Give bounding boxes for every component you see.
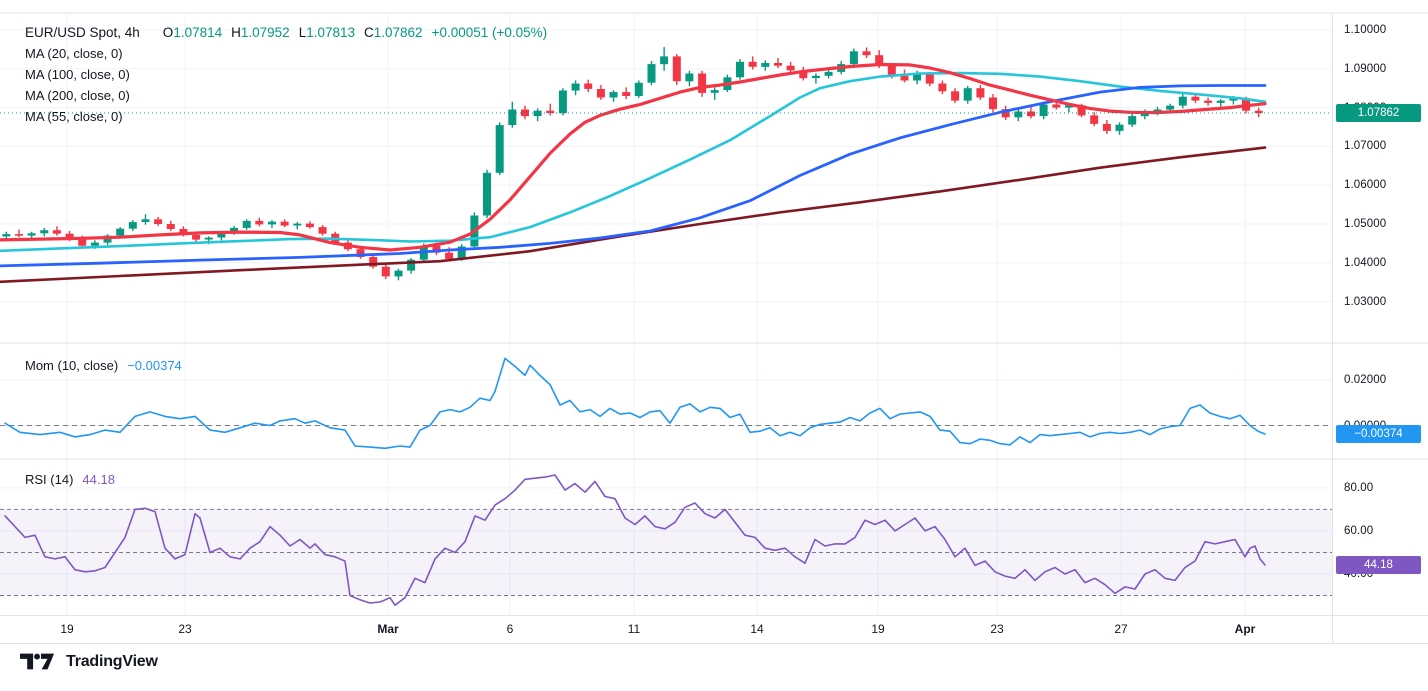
price-axis-label: 1.10000 [1344,24,1387,36]
tradingview-logo[interactable]: TradingView [20,652,158,671]
tradingview-logo-icon [20,653,55,670]
low-value: 1.07813 [306,25,356,40]
legend-symbol-row: EUR/USD Spot, 4h O1.07814 H1.07952 L1.07813… [25,25,547,40]
price-axis-label: 1.04000 [1344,256,1387,269]
rsi-badge: 44.18 [1336,556,1421,574]
price-axis-label: 1.07000 [1344,140,1387,153]
ma-layer [0,62,1267,284]
momentum-badge: −0.00374 [1336,425,1421,443]
low-label: L [298,25,307,40]
time-axis-label: 19 [60,622,74,636]
rsi-label[interactable]: RSI (14) [25,472,74,487]
rsi-layer [0,474,1333,606]
rsi-value: 44.18 [82,472,115,487]
time-axis-label: 19 [871,622,885,636]
time-axis-label: Mar [377,622,399,636]
price-axis-label: 1.03000 [1344,295,1387,308]
time-axis-label: 23 [990,622,1004,636]
last-price-badge: 1.07862 [1336,104,1421,122]
close-label: C [364,25,374,40]
open-label: O [162,25,174,40]
momentum-axis-label: 0.02000 [1344,374,1387,386]
time-axis-label: 23 [178,622,192,636]
legend-ma100-label[interactable]: MA (100, close, 0) [25,67,130,82]
rsi-axis-label: 60.00 [1344,524,1374,537]
tradingview-logo-text: TradingView [66,652,158,670]
time-axis-label: 14 [750,622,764,636]
time-axis-label: 11 [627,622,641,636]
time-axis-label: 27 [1114,622,1128,636]
close-value: 1.07862 [373,25,423,40]
change-value: +0.00051 (+0.05%) [431,25,548,40]
time-axis-label: Apr [1234,622,1256,636]
high-value: 1.07952 [240,25,290,40]
time-axis-label: 6 [506,622,514,636]
rsi-axis-label: 80.00 [1344,481,1374,494]
momentum-label[interactable]: Mom (10, close) [25,358,119,373]
legend-ma200-label[interactable]: MA (200, close, 0) [25,88,130,103]
legend-ma20-label[interactable]: MA (20, close, 0) [25,46,123,61]
candles-layer [2,47,1263,281]
price-axis-label: 1.09000 [1344,62,1387,75]
price-axis-label: 1.05000 [1344,218,1387,230]
borders-layer [0,12,1428,644]
legend-momentum-row: Mom (10, close) −0.00374 [25,358,182,373]
momentum-layer [0,357,1333,450]
momentum-value: −0.00374 [127,358,182,373]
high-label: H [231,25,241,40]
open-value: 1.07814 [173,25,223,40]
legend-ma55-label[interactable]: MA (55, close, 0) [25,109,123,124]
legend-rsi-row: RSI (14) 44.18 [25,472,115,487]
price-axis-label: 1.06000 [1344,179,1387,192]
symbol-title[interactable]: EUR/USD Spot, 4h [25,25,140,40]
